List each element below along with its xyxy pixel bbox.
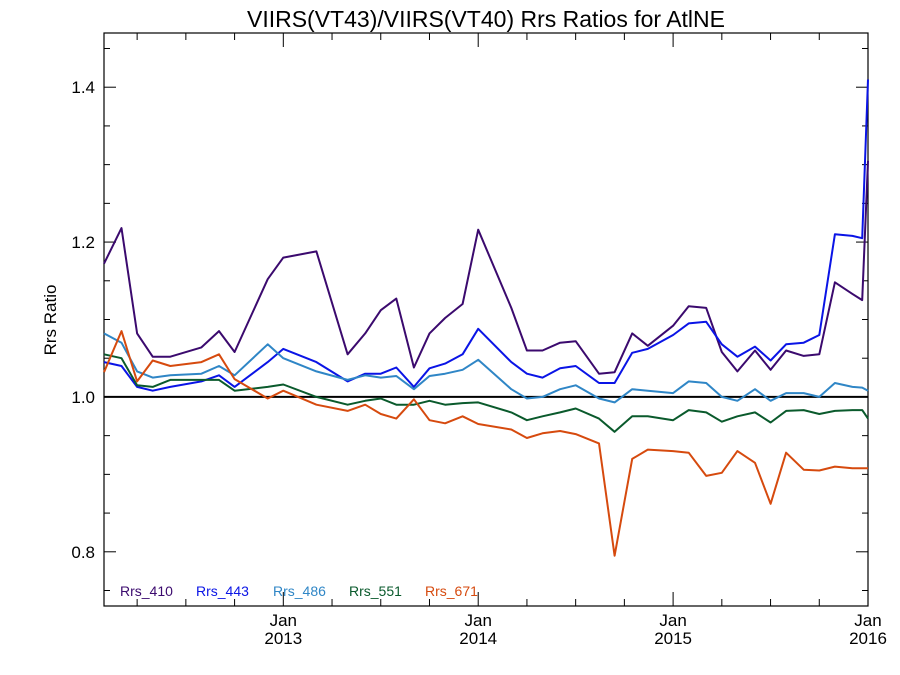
x-tick-label-year: 2014 xyxy=(459,629,497,648)
series-line-rrs-443 xyxy=(103,79,869,392)
x-tick-label-year: 2016 xyxy=(849,629,887,648)
x-tick-label-month: Jan xyxy=(270,611,297,630)
chart-title: VIIRS(VT43)/VIIRS(VT40) Rrs Ratios for A… xyxy=(247,6,725,32)
series-line-rrs-410 xyxy=(103,160,869,375)
x-tick-label-month: Jan xyxy=(854,611,881,630)
series-line-rrs-671 xyxy=(103,330,868,557)
y-tick-label: 1.4 xyxy=(71,78,95,97)
series-line-rrs-486 xyxy=(103,332,869,404)
plot-area: 0.81.01.21.4Jan2013Jan2014Jan2015Jan2016… xyxy=(71,32,887,648)
y-tick-label: 1.2 xyxy=(71,233,95,252)
y-axis-label: Rrs Ratio xyxy=(41,285,60,356)
y-tick-label: 0.8 xyxy=(71,543,95,562)
legend-entry-rrs-443: Rrs_443 xyxy=(196,583,249,599)
x-tick-label-year: 2015 xyxy=(654,629,692,648)
legend-entry-rrs-486: Rrs_486 xyxy=(273,583,326,599)
x-tick-label-month: Jan xyxy=(464,611,491,630)
x-tick-label-year: 2013 xyxy=(264,629,302,648)
legend-entry-rrs-551: Rrs_551 xyxy=(349,583,402,599)
x-tick-label-month: Jan xyxy=(659,611,686,630)
plot-frame xyxy=(103,32,869,607)
legend-entry-rrs-671: Rrs_671 xyxy=(425,583,478,599)
series-line-rrs-551 xyxy=(103,353,869,433)
legend-entry-rrs-410: Rrs_410 xyxy=(120,583,173,599)
y-tick-label: 1.0 xyxy=(71,388,95,407)
